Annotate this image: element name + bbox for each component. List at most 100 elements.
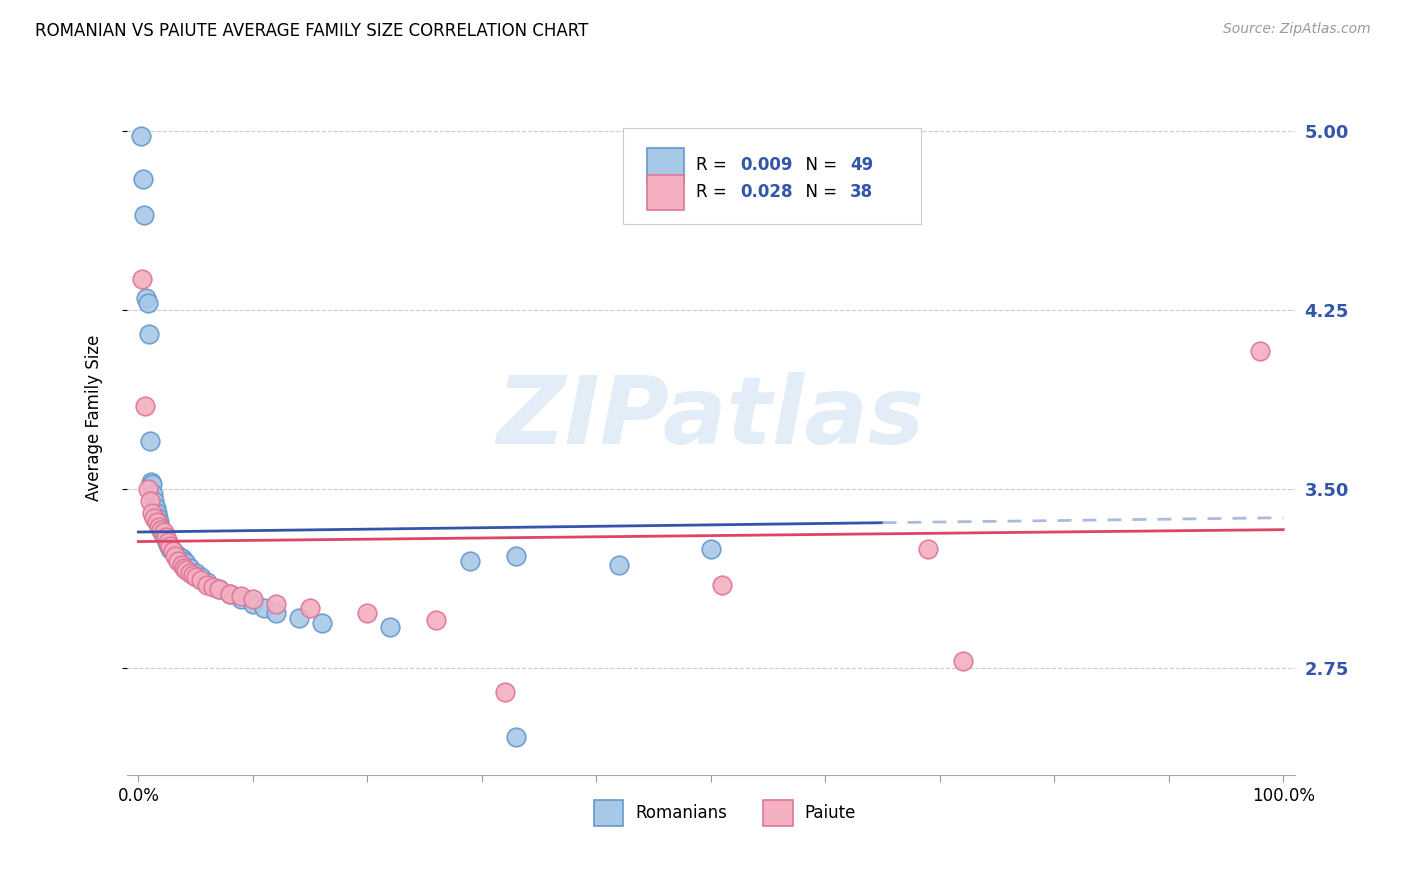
FancyBboxPatch shape bbox=[647, 148, 683, 183]
Point bbox=[163, 549, 186, 563]
Text: R =: R = bbox=[696, 183, 731, 201]
Text: Source: ZipAtlas.com: Source: ZipAtlas.com bbox=[1223, 22, 1371, 37]
Point bbox=[184, 566, 207, 580]
Point bbox=[135, 291, 157, 305]
Point bbox=[173, 554, 195, 568]
Point bbox=[299, 601, 322, 615]
Point bbox=[157, 534, 180, 549]
Point bbox=[170, 558, 193, 573]
Point bbox=[152, 524, 174, 539]
Point bbox=[253, 601, 276, 615]
Point bbox=[201, 580, 224, 594]
Point bbox=[711, 577, 734, 591]
Point bbox=[149, 520, 172, 534]
Bar bbox=[763, 800, 793, 825]
Point bbox=[159, 541, 181, 556]
Point bbox=[148, 520, 170, 534]
Point bbox=[917, 541, 939, 556]
Point bbox=[607, 558, 630, 573]
Point bbox=[700, 541, 723, 556]
Point bbox=[952, 654, 974, 668]
Point bbox=[505, 730, 527, 744]
Point bbox=[145, 516, 167, 530]
Text: 49: 49 bbox=[849, 156, 873, 174]
Text: N =: N = bbox=[794, 183, 842, 201]
Point bbox=[155, 532, 177, 546]
Point bbox=[167, 554, 190, 568]
Point bbox=[150, 523, 173, 537]
FancyBboxPatch shape bbox=[647, 175, 683, 210]
Point bbox=[219, 587, 242, 601]
Point bbox=[152, 524, 174, 539]
Point bbox=[146, 510, 169, 524]
Point bbox=[179, 566, 201, 580]
Point bbox=[131, 272, 153, 286]
Point bbox=[505, 549, 527, 563]
Point bbox=[139, 434, 162, 449]
FancyBboxPatch shape bbox=[623, 128, 921, 224]
Point bbox=[143, 494, 166, 508]
Point bbox=[165, 547, 187, 561]
Point bbox=[167, 549, 190, 563]
Point bbox=[170, 551, 193, 566]
Text: ZIPatlas: ZIPatlas bbox=[496, 371, 925, 464]
Point bbox=[242, 591, 264, 606]
Point bbox=[207, 582, 229, 597]
Point bbox=[162, 544, 184, 558]
Point bbox=[179, 561, 201, 575]
Point bbox=[356, 606, 378, 620]
Point bbox=[173, 561, 195, 575]
Point bbox=[1249, 343, 1271, 358]
Point bbox=[148, 516, 170, 530]
Point bbox=[219, 587, 242, 601]
Point bbox=[207, 582, 229, 597]
Point bbox=[156, 534, 179, 549]
Point bbox=[138, 326, 160, 341]
Point bbox=[141, 477, 163, 491]
Text: ROMANIAN VS PAIUTE AVERAGE FAMILY SIZE CORRELATION CHART: ROMANIAN VS PAIUTE AVERAGE FAMILY SIZE C… bbox=[35, 22, 589, 40]
Text: 0.009: 0.009 bbox=[740, 156, 793, 174]
Point bbox=[143, 510, 166, 524]
Point bbox=[176, 563, 198, 577]
Y-axis label: Average Family Size: Average Family Size bbox=[86, 334, 103, 500]
Point bbox=[231, 590, 253, 604]
Point bbox=[134, 399, 156, 413]
Point bbox=[152, 527, 174, 541]
Point bbox=[139, 494, 162, 508]
Point bbox=[141, 506, 163, 520]
Point bbox=[142, 487, 165, 501]
Point bbox=[264, 597, 287, 611]
Point bbox=[195, 575, 218, 590]
Point bbox=[231, 591, 253, 606]
Point bbox=[181, 568, 204, 582]
Point bbox=[157, 539, 180, 553]
Point bbox=[494, 685, 516, 699]
Point bbox=[145, 506, 167, 520]
Bar bbox=[595, 800, 623, 825]
Point bbox=[425, 613, 447, 627]
Point bbox=[136, 296, 159, 310]
Text: R =: R = bbox=[696, 156, 731, 174]
Text: Romanians: Romanians bbox=[636, 804, 727, 822]
Point bbox=[380, 620, 402, 634]
Point bbox=[157, 537, 180, 551]
Text: N =: N = bbox=[794, 156, 842, 174]
Point bbox=[136, 482, 159, 496]
Point bbox=[150, 523, 173, 537]
Point bbox=[162, 544, 184, 558]
Point bbox=[264, 606, 287, 620]
Point bbox=[139, 475, 162, 489]
Point bbox=[155, 530, 177, 544]
Point bbox=[153, 530, 176, 544]
Point bbox=[190, 573, 212, 587]
Point bbox=[184, 570, 207, 584]
Text: 38: 38 bbox=[849, 183, 873, 201]
Text: 0.028: 0.028 bbox=[740, 183, 793, 201]
Point bbox=[195, 577, 218, 591]
Point bbox=[242, 597, 264, 611]
Point bbox=[145, 501, 167, 516]
Point bbox=[129, 128, 152, 143]
Text: Paiute: Paiute bbox=[804, 804, 856, 822]
Point bbox=[132, 172, 155, 186]
Point bbox=[287, 611, 309, 625]
